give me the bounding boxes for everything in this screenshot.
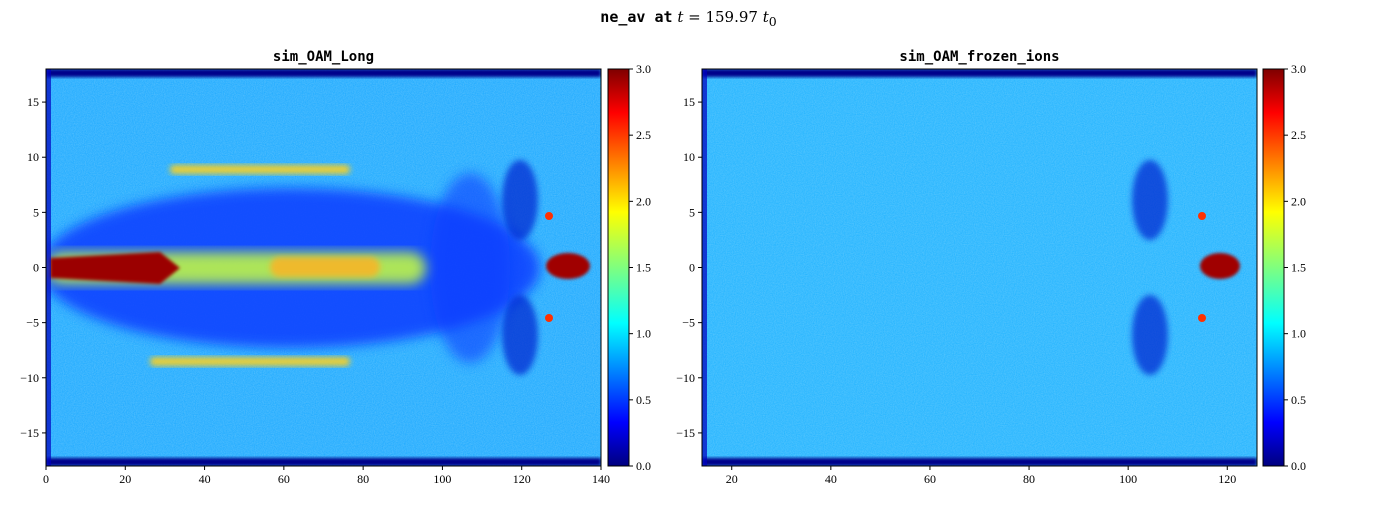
y-tick-label: 15 bbox=[683, 95, 695, 109]
colorbar-tick-label: 2.5 bbox=[1291, 128, 1306, 142]
x-axis: 20 40 60 80 100 120 bbox=[726, 466, 1236, 486]
y-tick-label: 5 bbox=[689, 205, 695, 219]
x-axis: 0 20 40 60 80 100 120 140 bbox=[43, 466, 610, 486]
y-tick-label: −15 bbox=[676, 426, 695, 440]
panel-sim-oam-long: sim_OAM_Long 0 20 40 60 80 100 12 bbox=[20, 49, 651, 486]
y-tick-label: −15 bbox=[20, 426, 39, 440]
y-tick-label: −10 bbox=[676, 371, 695, 385]
panel-title: sim_OAM_Long bbox=[273, 49, 374, 65]
figure-title-eq: = 159.97 bbox=[683, 8, 763, 26]
panel-sim-oam-frozen-ions: sim_OAM_frozen_ions 20 40 60 80 100 120 −15−1… bbox=[676, 49, 1306, 486]
figure-title-code: ne_av at bbox=[600, 8, 673, 26]
y-axis: −15 −10 −5 0 5 10 15 bbox=[676, 95, 702, 440]
colorbar-tick-label: 1.5 bbox=[636, 261, 651, 275]
x-tick-label: 20 bbox=[119, 472, 131, 486]
x-tick-label: 120 bbox=[1218, 472, 1236, 486]
y-tick-label: −10 bbox=[20, 371, 39, 385]
figure-title-unit: t bbox=[762, 8, 769, 26]
x-tick-label: 20 bbox=[726, 472, 738, 486]
colorbar-tick-label: 3.0 bbox=[636, 62, 651, 76]
panel-title: sim_OAM_frozen_ions bbox=[899, 49, 1059, 65]
colorbar-tick-label: 1.0 bbox=[636, 327, 651, 341]
y-tick-label: 5 bbox=[33, 205, 39, 219]
x-tick-label: 60 bbox=[924, 472, 936, 486]
colorbar-tick-label: 0.5 bbox=[636, 393, 651, 407]
y-axis: −15 −10 −5 0 5 10 15 bbox=[20, 95, 46, 440]
colorbar bbox=[1262, 68, 1285, 467]
x-tick-label: 80 bbox=[1023, 472, 1035, 486]
x-tick-label: 40 bbox=[199, 472, 211, 486]
x-tick-label: 80 bbox=[357, 472, 369, 486]
colorbar-axis: 0.0 0.5 1.0 1.5 2.0 2.5 3.0 bbox=[1284, 62, 1306, 473]
y-tick-label: 15 bbox=[27, 95, 39, 109]
colorbar-tick-label: 2.0 bbox=[636, 194, 651, 208]
colorbar-tick-label: 1.0 bbox=[1291, 327, 1306, 341]
colorbar-tick-label: 2.0 bbox=[1291, 194, 1306, 208]
y-tick-label: 0 bbox=[689, 261, 695, 275]
x-tick-label: 120 bbox=[513, 472, 531, 486]
x-tick-label: 40 bbox=[825, 472, 837, 486]
y-tick-label: −5 bbox=[682, 316, 695, 330]
y-tick-label: 10 bbox=[683, 150, 695, 164]
y-tick-label: 10 bbox=[27, 150, 39, 164]
x-tick-label: 100 bbox=[1119, 472, 1137, 486]
colorbar-tick-label: 2.5 bbox=[636, 128, 651, 142]
x-tick-label: 60 bbox=[278, 472, 290, 486]
heatmap-image bbox=[702, 69, 1257, 466]
colorbar-axis: 0.0 0.5 1.0 1.5 2.0 2.5 3.0 bbox=[629, 62, 651, 473]
y-tick-label: −5 bbox=[26, 316, 39, 330]
y-tick-label: 0 bbox=[33, 261, 39, 275]
colorbar-tick-label: 0.5 bbox=[1291, 393, 1306, 407]
x-tick-label: 0 bbox=[43, 472, 49, 486]
colorbar-tick-label: 3.0 bbox=[1291, 62, 1306, 76]
figure-title-var: t bbox=[677, 8, 684, 26]
colorbar-tick-label: 1.5 bbox=[1291, 261, 1306, 275]
colorbar-tick-label: 0.0 bbox=[636, 459, 651, 473]
colorbar bbox=[607, 68, 630, 467]
heatmap-image bbox=[46, 69, 601, 466]
x-tick-label: 140 bbox=[592, 472, 610, 486]
x-tick-label: 100 bbox=[433, 472, 451, 486]
figure-title: ne_av at t = 159.97 t0 bbox=[0, 8, 1377, 29]
figure-title-sub: 0 bbox=[768, 14, 777, 29]
colorbar-tick-label: 0.0 bbox=[1291, 459, 1306, 473]
